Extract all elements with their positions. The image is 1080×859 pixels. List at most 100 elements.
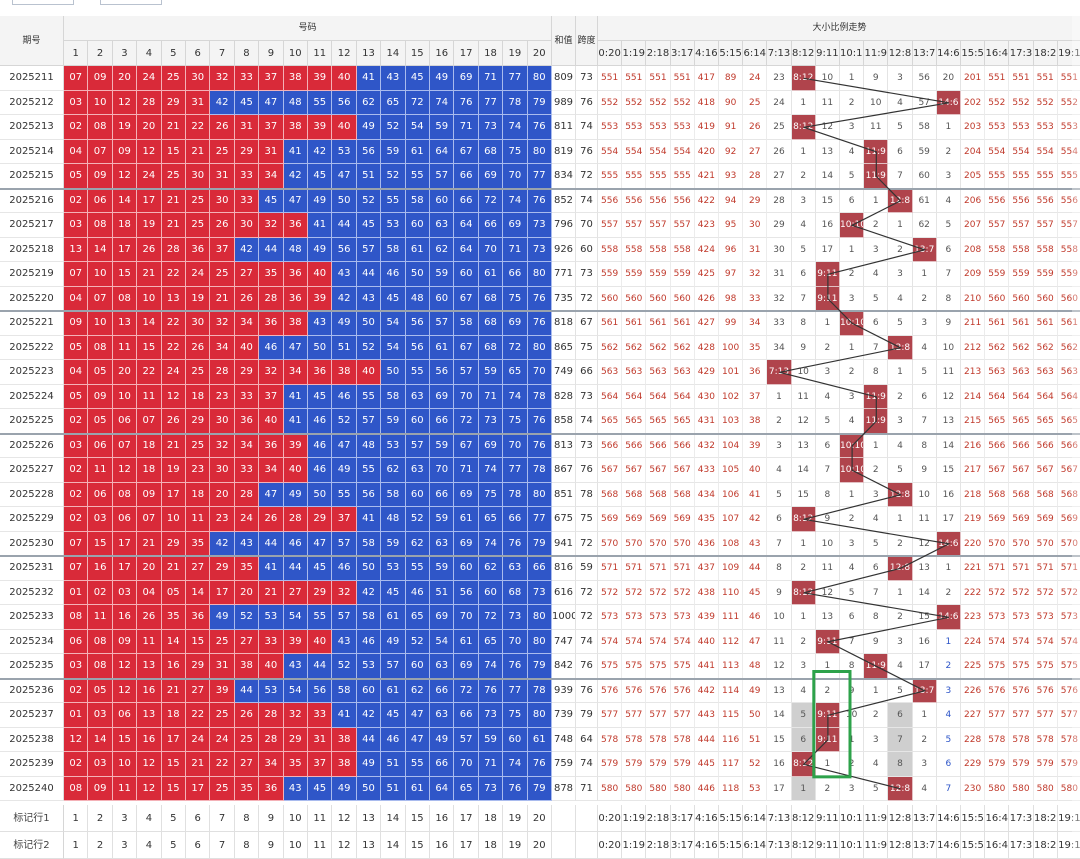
- ratio-select-cell[interactable]: 13: [936, 409, 961, 434]
- ratio-select-cell[interactable]: 1: [791, 90, 816, 115]
- ratio-select-cell[interactable]: 2: [864, 703, 889, 728]
- ratio-select-cell[interactable]: 2: [936, 139, 961, 164]
- ratio-hit-cell[interactable]: 8:12: [791, 66, 816, 91]
- ratio-select-cell[interactable]: 2: [791, 164, 816, 189]
- footer-number[interactable]: 16: [430, 805, 455, 832]
- ratio-select-cell[interactable]: 13: [912, 556, 937, 581]
- footer-number[interactable]: 4: [137, 805, 162, 832]
- ratio-select-cell[interactable]: 9: [864, 629, 889, 654]
- ratio-select-cell[interactable]: 16: [767, 752, 792, 777]
- ratio-select-cell[interactable]: 6: [912, 384, 937, 409]
- ratio-select-cell[interactable]: 5: [840, 580, 865, 605]
- footer-ratio[interactable]: 11:9: [864, 805, 889, 832]
- ratio-hit-cell[interactable]: 9:11: [815, 286, 840, 311]
- footer-ratio[interactable]: 17:3: [1009, 805, 1034, 832]
- ratio-select-cell[interactable]: 4: [791, 678, 816, 703]
- footer-ratio[interactable]: 13:7: [912, 805, 937, 832]
- footer-number[interactable]: 9: [259, 832, 284, 859]
- ratio-select-cell[interactable]: 1: [840, 335, 865, 360]
- ratio-select-cell[interactable]: 11: [815, 556, 840, 581]
- ratio-select-cell[interactable]: 14: [767, 703, 792, 728]
- footer-ratio[interactable]: 13:7: [912, 832, 937, 859]
- ratio-select-cell[interactable]: 17: [912, 654, 937, 679]
- ratio-select-cell[interactable]: 5: [936, 727, 961, 752]
- ratio-select-cell[interactable]: 8: [791, 311, 816, 336]
- ratio-select-cell[interactable]: 3: [840, 384, 865, 409]
- ratio-select-cell[interactable]: 3: [767, 433, 792, 458]
- ratio-select-cell[interactable]: 5: [888, 115, 913, 140]
- ratio-select-cell[interactable]: 11: [815, 90, 840, 115]
- ratio-select-cell[interactable]: 8: [840, 654, 865, 679]
- ratio-hit-cell[interactable]: 12:8: [888, 776, 913, 801]
- ratio-hit-cell[interactable]: 12:8: [888, 335, 913, 360]
- footer-ratio[interactable]: 8:12: [791, 832, 816, 859]
- footer-number[interactable]: 5: [161, 805, 186, 832]
- ratio-select-cell[interactable]: 2: [888, 237, 913, 262]
- ratio-select-cell[interactable]: 56: [912, 66, 937, 91]
- ratio-select-cell[interactable]: 2: [888, 605, 913, 630]
- ratio-select-cell[interactable]: 16: [936, 482, 961, 507]
- ratio-select-cell[interactable]: 15: [815, 188, 840, 213]
- ratio-select-cell[interactable]: 32: [767, 286, 792, 311]
- ratio-hit-cell[interactable]: 10:10: [840, 213, 865, 238]
- footer-number[interactable]: 7: [210, 805, 235, 832]
- ratio-select-cell[interactable]: 1: [791, 776, 816, 801]
- ratio-select-cell[interactable]: 34: [767, 335, 792, 360]
- ratio-select-cell[interactable]: 8: [864, 605, 889, 630]
- ratio-hit-cell[interactable]: 13:7: [912, 237, 937, 262]
- ratio-hit-cell[interactable]: 11:9: [864, 384, 889, 409]
- ratio-select-cell[interactable]: 16: [815, 213, 840, 238]
- ratio-select-cell[interactable]: 8: [864, 360, 889, 385]
- footer-ratio[interactable]: 14:6: [936, 805, 961, 832]
- ratio-select-cell[interactable]: 11: [791, 384, 816, 409]
- ratio-select-cell[interactable]: 12: [791, 409, 816, 434]
- footer-number[interactable]: 12: [332, 832, 357, 859]
- ratio-hit-cell[interactable]: 11:9: [864, 139, 889, 164]
- footer-number[interactable]: 19: [503, 832, 528, 859]
- ratio-select-cell[interactable]: 4: [864, 507, 889, 532]
- footer-number[interactable]: 18: [478, 805, 504, 832]
- ratio-select-cell[interactable]: 5: [767, 482, 792, 507]
- ratio-select-cell[interactable]: 8: [912, 433, 937, 458]
- ratio-select-cell[interactable]: 1: [888, 507, 913, 532]
- ratio-select-cell[interactable]: 10: [840, 703, 865, 728]
- footer-ratio[interactable]: 7:13: [767, 805, 792, 832]
- footer-ratio[interactable]: 16:4: [985, 832, 1010, 859]
- ratio-hit-cell[interactable]: 11:9: [864, 654, 889, 679]
- ratio-select-cell[interactable]: 2: [888, 531, 913, 556]
- ratio-select-cell[interactable]: 9: [840, 678, 865, 703]
- footer-number[interactable]: 3: [112, 805, 138, 832]
- ratio-select-cell[interactable]: 10: [791, 360, 816, 385]
- footer-number[interactable]: 15: [405, 805, 430, 832]
- ratio-hit-cell[interactable]: 9:11: [815, 703, 840, 728]
- footer-number[interactable]: 17: [454, 805, 479, 832]
- ratio-select-cell[interactable]: 2: [912, 286, 937, 311]
- ratio-select-cell[interactable]: 2: [840, 90, 865, 115]
- footer-number[interactable]: 18: [478, 832, 504, 859]
- ratio-select-cell[interactable]: 10: [864, 90, 889, 115]
- ratio-select-cell[interactable]: 10: [936, 335, 961, 360]
- ratio-select-cell[interactable]: 11: [767, 629, 792, 654]
- ratio-select-cell[interactable]: 1: [815, 654, 840, 679]
- ratio-select-cell[interactable]: 5: [864, 531, 889, 556]
- toolbar-button[interactable]: [100, 0, 162, 5]
- ratio-select-cell[interactable]: 3: [791, 654, 816, 679]
- ratio-select-cell[interactable]: 2: [936, 580, 961, 605]
- ratio-select-cell[interactable]: 7: [840, 629, 865, 654]
- ratio-select-cell[interactable]: 1: [936, 556, 961, 581]
- ratio-select-cell[interactable]: 2: [840, 360, 865, 385]
- footer-ratio[interactable]: 2:18: [646, 832, 671, 859]
- footer-ratio[interactable]: 15:5: [961, 832, 986, 859]
- footer-number[interactable]: 17: [454, 832, 479, 859]
- ratio-select-cell[interactable]: 2: [864, 213, 889, 238]
- ratio-select-cell[interactable]: 20: [936, 66, 961, 91]
- footer-ratio[interactable]: 12:8: [888, 832, 913, 859]
- ratio-select-cell[interactable]: 9: [936, 311, 961, 336]
- footer-number[interactable]: 14: [381, 805, 406, 832]
- ratio-select-cell[interactable]: 8: [815, 482, 840, 507]
- ratio-select-cell[interactable]: 3: [864, 482, 889, 507]
- ratio-hit-cell[interactable]: 9:11: [815, 629, 840, 654]
- ratio-select-cell[interactable]: 1: [791, 605, 816, 630]
- footer-ratio[interactable]: 1:19: [622, 832, 647, 859]
- ratio-hit-cell[interactable]: 10:10: [840, 433, 865, 458]
